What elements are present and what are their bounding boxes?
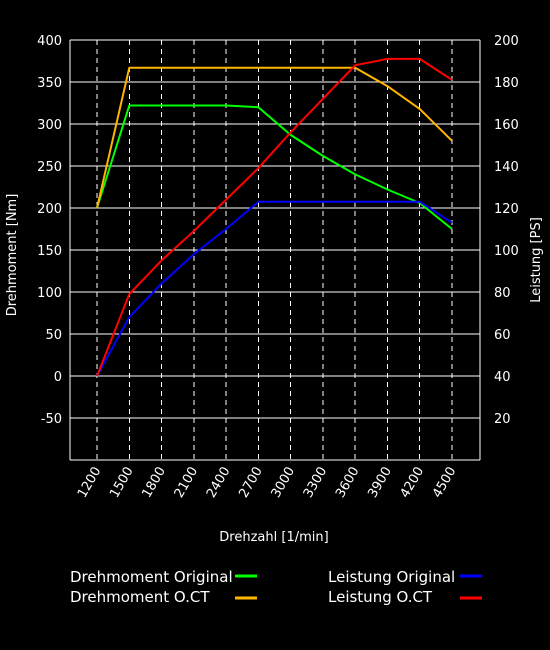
x-tick-label: 3600 — [333, 465, 363, 501]
x-tick-label: 4500 — [430, 465, 460, 501]
legend-entry-label: Drehmoment Original — [70, 568, 233, 586]
y-right-tick-label: 180 — [494, 76, 519, 91]
x-axis-title: Drehzahl [1/min] — [219, 530, 328, 545]
y-right-tick-label: 120 — [494, 202, 519, 217]
y-right-tick-label: 200 — [494, 34, 519, 49]
y-left-tick-label: 0 — [54, 370, 62, 385]
x-tick-label: 1500 — [107, 465, 137, 501]
y-right-tick-label: 100 — [494, 244, 519, 259]
x-tick-label: 2400 — [204, 465, 234, 501]
y-right-tick-label: 80 — [494, 286, 511, 301]
legend: Drehmoment Original Drehmoment O.CT Leistu… — [70, 568, 482, 606]
x-tick-label: 1200 — [75, 465, 105, 501]
y-left-tick-label: 350 — [37, 76, 62, 91]
y-axis-right-title: Leistung [PS] — [529, 217, 544, 303]
y-left-tick-label: -50 — [41, 412, 62, 427]
x-tick-label: 3000 — [269, 465, 299, 501]
y-left-tick-label: 100 — [37, 286, 62, 301]
y-left-tick-label: 300 — [37, 118, 62, 133]
y-left-tick-label: 150 — [37, 244, 62, 259]
y-left-tick-label: 50 — [45, 328, 62, 343]
y-right-tick-label: 60 — [494, 328, 511, 343]
series-line-leistung-original — [96, 200, 453, 377]
legend-entry-label: Drehmoment O.CT — [70, 588, 210, 606]
grid — [69, 39, 481, 461]
series-line-leistung-o-ct — [96, 57, 453, 377]
x-tick-label: 2700 — [236, 465, 266, 501]
y-axis-left-title: Drehmoment [Nm] — [5, 194, 20, 317]
series-line-drehmoment-original — [96, 104, 453, 230]
x-tick-label: 2100 — [172, 465, 202, 501]
y-right-tick-label: 40 — [494, 370, 511, 385]
series-line-drehmoment-o-ct — [96, 66, 453, 209]
y-left-tick-label: 200 — [37, 202, 62, 217]
y-left-tick-label: 400 — [37, 34, 62, 49]
x-tick-label: 3900 — [365, 465, 395, 501]
y-left-tick-label: 250 — [37, 160, 62, 175]
tick-labels: -50 0 50 100 150 200 250 300 350 400 20 40 60 80 100 12… — [37, 34, 519, 501]
x-tick-label: 1800 — [139, 465, 169, 501]
series-lines — [96, 57, 453, 377]
legend-entry-label: Leistung Original — [328, 568, 455, 586]
legend-entry-label: Leistung O.CT — [328, 588, 433, 606]
y-right-tick-label: 140 — [494, 160, 519, 175]
y-right-tick-label: 20 — [494, 412, 511, 427]
x-tick-label: 4200 — [398, 465, 428, 501]
x-tick-label: 3300 — [301, 465, 331, 501]
y-right-tick-label: 160 — [494, 118, 519, 133]
